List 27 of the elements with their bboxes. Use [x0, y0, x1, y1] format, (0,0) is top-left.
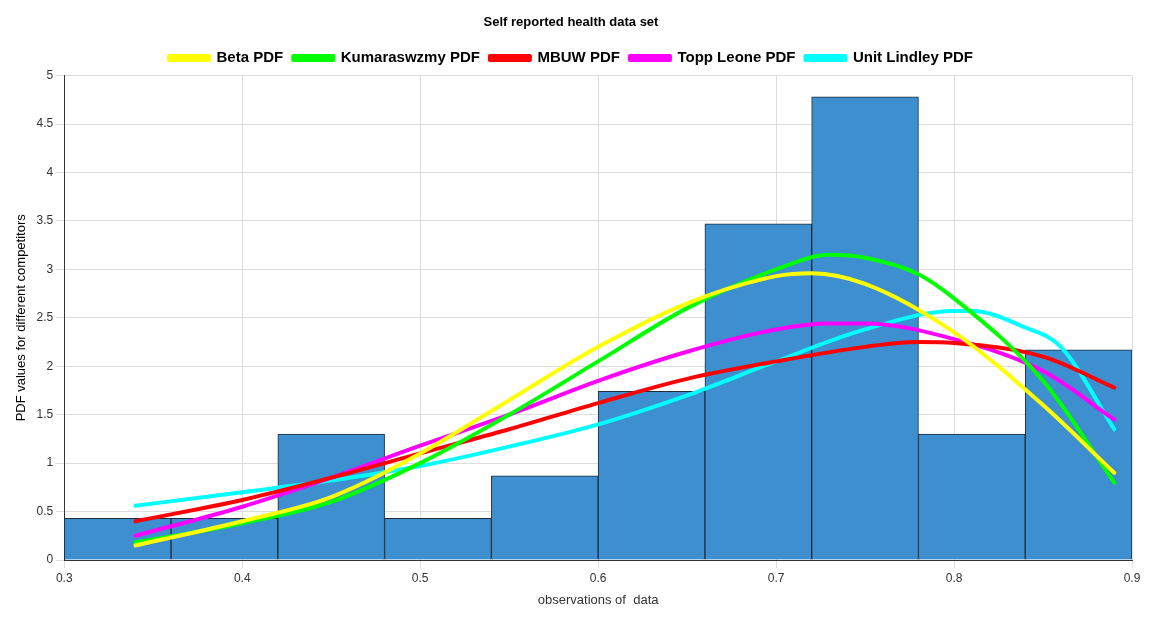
x-tick-label: 0.9 — [1123, 570, 1141, 585]
chart-title: Self reported health data set — [483, 14, 660, 30]
y-tick-label: 4.5 — [36, 116, 54, 131]
x-tick-label: 0.5 — [411, 570, 429, 585]
y-tick-label: 4 — [46, 164, 54, 179]
x-axis-title: observations of data — [537, 591, 660, 607]
x-tick-label: 0.6 — [589, 570, 607, 585]
y-axis-title: PDF values for different competitors — [13, 213, 29, 422]
legend-label: Unit Lindley PDF — [852, 48, 973, 66]
line-series — [133, 340, 1117, 524]
y-tick-label: 5 — [46, 67, 54, 82]
legend-label: MBUW PDF — [537, 48, 620, 66]
x-tick-label: 0.3 — [55, 570, 73, 585]
x-tick-label: 0.8 — [945, 570, 963, 585]
legend-label: Topp Leone PDF — [677, 48, 796, 66]
y-tick-label: 1.5 — [36, 406, 54, 421]
y-tick-label: 0 — [46, 552, 54, 567]
x-tick-label: 0.4 — [233, 570, 251, 585]
y-tick-label: 3.5 — [36, 213, 54, 228]
y-tick-label: 0.5 — [36, 503, 54, 518]
legend-label: Kumaraswzmy PDF — [340, 48, 480, 66]
y-tick-label: 3 — [46, 261, 54, 276]
y-tick-label: 2.5 — [36, 310, 54, 325]
y-tick-label: 1 — [46, 455, 54, 470]
legend-label: Beta PDF — [216, 48, 284, 66]
y-tick-label: 2 — [46, 358, 54, 373]
x-tick-label: 0.7 — [767, 570, 785, 585]
